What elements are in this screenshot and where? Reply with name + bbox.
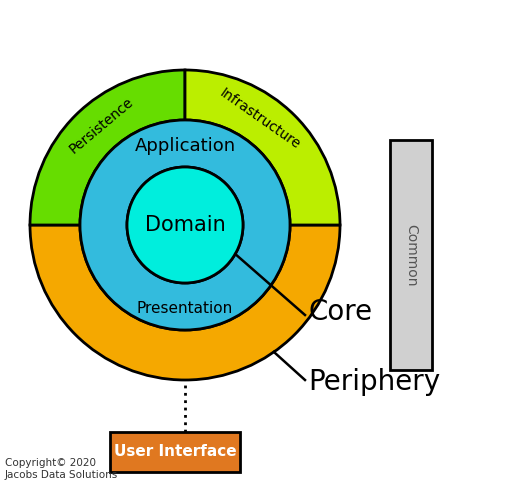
Text: Periphery: Periphery (307, 368, 439, 396)
Wedge shape (30, 70, 185, 225)
Text: User Interface: User Interface (114, 444, 236, 460)
Text: Domain: Domain (145, 215, 225, 235)
FancyBboxPatch shape (389, 140, 431, 370)
Text: Common: Common (403, 224, 417, 286)
Text: Infrastructure: Infrastructure (216, 86, 302, 152)
FancyBboxPatch shape (110, 432, 240, 472)
Text: Presentation: Presentation (136, 302, 233, 316)
Circle shape (127, 167, 242, 283)
Text: Persistence: Persistence (67, 94, 136, 156)
Text: Application: Application (134, 137, 235, 155)
Text: Copyright© 2020
Jacobs Data Solutions: Copyright© 2020 Jacobs Data Solutions (5, 458, 118, 479)
Text: Core: Core (307, 298, 372, 326)
Wedge shape (80, 120, 290, 330)
Wedge shape (30, 225, 340, 380)
Wedge shape (185, 70, 340, 225)
